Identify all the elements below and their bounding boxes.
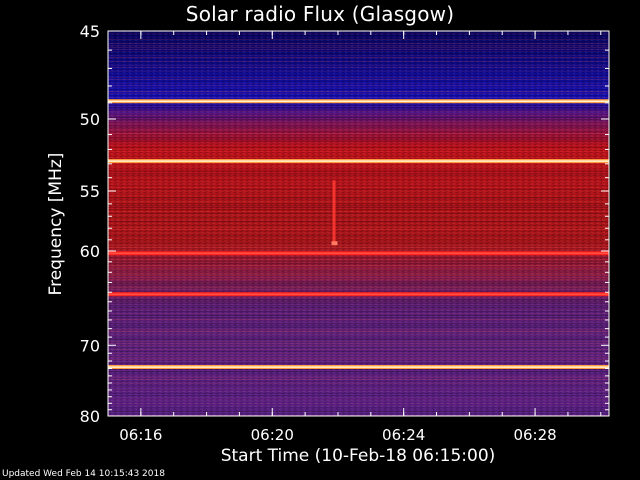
bright-line bbox=[108, 252, 609, 255]
x-tick-label: 06:20 bbox=[251, 426, 294, 444]
plot-area bbox=[107, 30, 610, 417]
spectrogram-features bbox=[108, 99, 609, 369]
y-tick-label: 70 bbox=[80, 336, 100, 355]
x-tick-label: 06:24 bbox=[382, 426, 425, 444]
spectrogram-noise bbox=[108, 31, 609, 416]
bright-line bbox=[108, 100, 609, 103]
updated-timestamp: Updated Wed Feb 14 10:15:43 2018 bbox=[2, 469, 165, 479]
burst-spot bbox=[331, 241, 338, 246]
burst-trace bbox=[332, 180, 336, 244]
plot-frame bbox=[107, 30, 610, 417]
chart-title: Solar radio Flux (Glasgow) bbox=[185, 2, 455, 26]
x-tick-label: 06:16 bbox=[119, 426, 162, 444]
bright-line bbox=[108, 160, 609, 162]
x-tick-label: 06:28 bbox=[513, 426, 556, 444]
y-tick-label: 60 bbox=[80, 242, 100, 261]
bright-line bbox=[108, 293, 609, 296]
x-axis: 06:16 06:20 06:24 06:28 bbox=[119, 31, 602, 444]
y-axis-label: Frequency [MHz] bbox=[46, 152, 66, 296]
y-axis: 45 50 55 60 70 80 bbox=[80, 22, 609, 426]
y-tick-label: 45 bbox=[80, 22, 100, 41]
bright-line bbox=[108, 366, 609, 368]
x-axis-label: Start Time (10-Feb-18 06:15:00) bbox=[220, 446, 496, 466]
y-tick-label: 80 bbox=[80, 407, 100, 426]
y-tick-label: 50 bbox=[80, 110, 100, 129]
y-tick-label: 55 bbox=[80, 182, 100, 201]
